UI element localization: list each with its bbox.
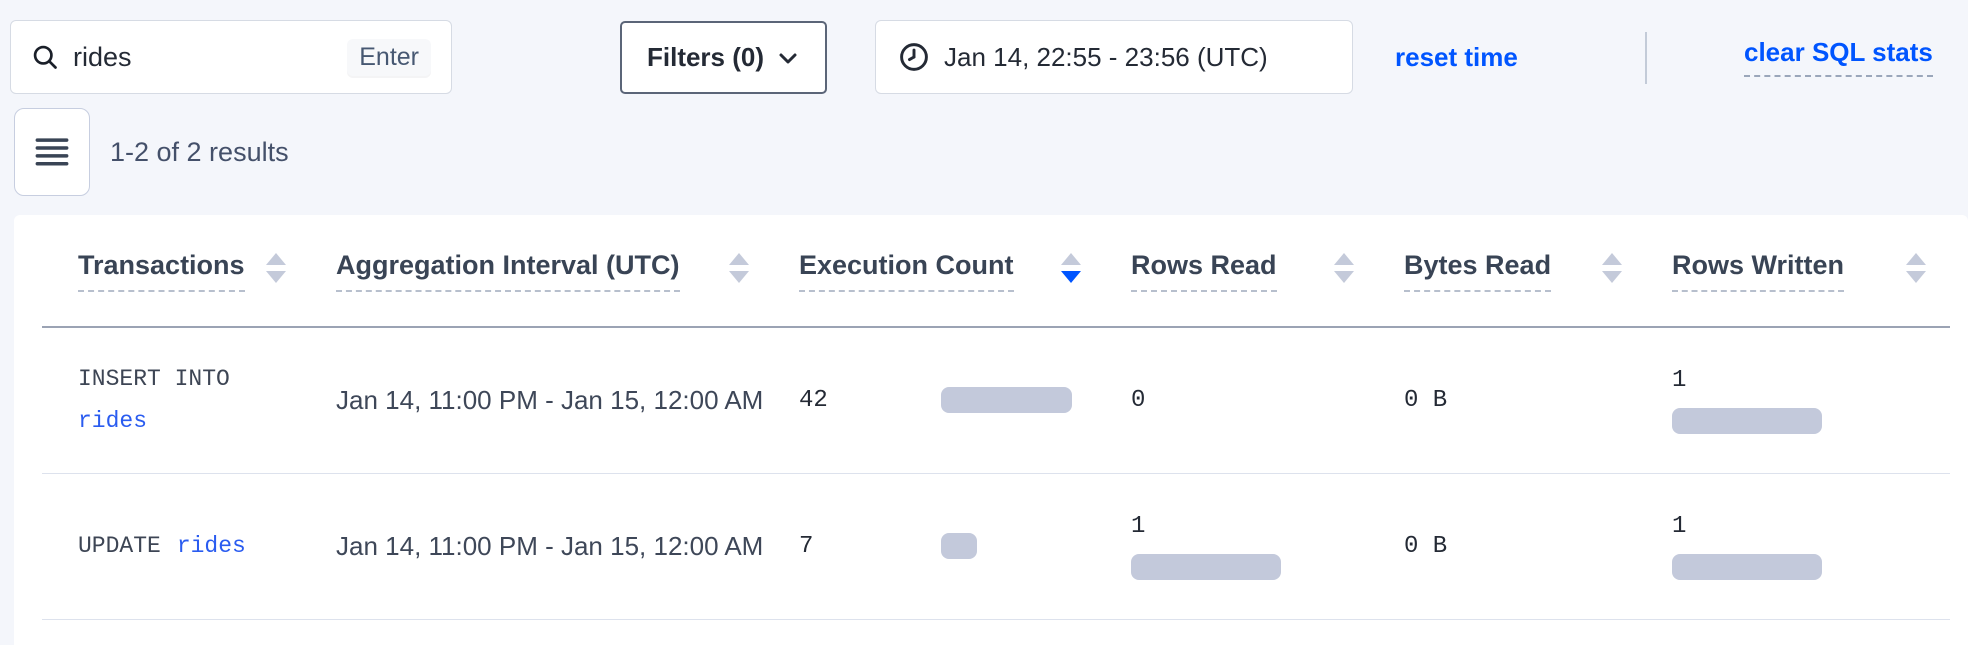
rows-read-cell: 0 — [1131, 387, 1404, 414]
column-header[interactable]: Bytes Read — [1404, 215, 1672, 328]
aggregation-interval-value: Jan 14, 11:00 PM - Jan 15, 12:00 AM — [336, 531, 764, 561]
sort-desc-icon — [266, 270, 286, 283]
rows-read-bar — [1131, 553, 1281, 580]
transaction-row[interactable]: INSERT INTO rides Jan 14, 11:00 PM - Jan … — [42, 327, 1950, 474]
statement-table-link[interactable]: rides — [78, 408, 148, 435]
toolbar: Enter Filters (0) Jan 14, 22:55 - 23:56 … — [0, 0, 1968, 215]
transaction-statement: UPDATE rides — [78, 531, 336, 561]
search-box[interactable]: Enter — [10, 20, 452, 94]
execution-count-bar — [941, 387, 1072, 414]
column-header[interactable]: Rows Written — [1672, 215, 1950, 328]
sort-arrows-icon[interactable] — [1334, 252, 1354, 283]
transaction-row[interactable]: UPDATE rides Jan 14, 11:00 PM - Jan 15, 1… — [42, 473, 1950, 620]
bytes-read-cell: 0 B — [1404, 533, 1672, 560]
sort-arrows-icon[interactable] — [1906, 252, 1926, 283]
rows-written-value: 1 — [1672, 366, 1687, 394]
sort-desc-icon — [1061, 270, 1081, 283]
search-input[interactable] — [73, 41, 348, 73]
filters-button[interactable]: Filters (0) — [620, 21, 827, 94]
execution-count-value: 7 — [799, 532, 814, 560]
aggregation-interval-value: Jan 14, 11:00 PM - Jan 15, 12:00 AM — [336, 385, 764, 416]
sort-arrows-icon[interactable] — [1061, 252, 1081, 283]
execution-count-bar — [941, 533, 977, 559]
column-header[interactable]: Execution Count — [799, 215, 1131, 328]
table-header-row: Transactions Aggregation Interval (UTC) … — [42, 215, 1950, 328]
execution-count-value: 42 — [799, 386, 828, 414]
rows-read-cell: 1 — [1131, 513, 1404, 580]
sort-asc-icon — [729, 252, 749, 265]
sort-desc-icon — [729, 270, 749, 283]
column-header[interactable]: Aggregation Interval (UTC) — [336, 215, 799, 328]
filters-button-label: Filters (0) — [646, 42, 765, 72]
column-header-label: Transactions — [78, 250, 245, 292]
statement-keyword: UPDATE — [78, 533, 161, 559]
execution-count-cell: 7 — [799, 533, 1131, 560]
results-count: 1-2 of 2 results — [110, 136, 289, 167]
chevron-down-icon — [779, 53, 797, 63]
sort-arrows-icon[interactable] — [266, 252, 286, 283]
rows-read-value: 1 — [1131, 512, 1146, 540]
column-header-label: Rows Written — [1672, 250, 1845, 292]
sort-arrows-icon[interactable] — [729, 252, 749, 283]
clear-sql-stats-label: clear SQL stats — [1744, 37, 1933, 77]
sort-asc-icon — [1334, 252, 1354, 265]
column-header-label: Bytes Read — [1404, 250, 1552, 292]
enter-key-hint: Enter — [347, 38, 431, 76]
execution-count-cell: 42 — [799, 387, 1131, 414]
sort-asc-icon — [1906, 252, 1926, 265]
reset-time-link[interactable]: reset time — [1395, 0, 1518, 114]
transactions-table: Transactions Aggregation Interval (UTC) … — [42, 215, 1950, 620]
results-row: 1-2 of 2 results — [0, 96, 1968, 215]
statement-keyword: INSERT INTO — [78, 366, 230, 393]
bytes-read-value: 0 B — [1404, 532, 1448, 560]
sort-asc-icon — [1061, 252, 1081, 265]
sort-arrows-icon[interactable] — [1602, 252, 1622, 283]
column-header[interactable]: Rows Read — [1131, 215, 1404, 328]
rows-written-cell: 1 — [1672, 513, 1950, 580]
transactions-table-card: Transactions Aggregation Interval (UTC) … — [14, 215, 1968, 645]
sort-asc-icon — [266, 252, 286, 265]
column-header-label: Aggregation Interval (UTC) — [336, 250, 680, 292]
rows-written-cell: 1 — [1672, 367, 1950, 434]
time-range-label: Jan 14, 22:55 - 23:56 (UTC) — [944, 41, 1268, 72]
sort-desc-icon — [1334, 270, 1354, 283]
reset-time-label: reset time — [1395, 41, 1518, 72]
transaction-statement: INSERT INTO rides — [78, 364, 336, 436]
rows-written-bar — [1672, 553, 1822, 580]
column-header-label: Rows Read — [1131, 250, 1277, 292]
toolbar-divider — [1645, 32, 1647, 84]
rows-written-value: 1 — [1672, 512, 1687, 540]
menu-lines-icon — [35, 138, 69, 166]
rows-written-bar — [1672, 407, 1822, 434]
column-header-label: Execution Count — [799, 250, 1014, 292]
sort-desc-icon — [1602, 270, 1622, 283]
clock-icon — [900, 43, 928, 71]
sort-desc-icon — [1906, 270, 1926, 283]
rows-read-value: 0 — [1131, 386, 1146, 414]
statement-table-link[interactable]: rides — [176, 533, 246, 559]
column-header[interactable]: Transactions — [42, 215, 336, 328]
bytes-read-value: 0 B — [1404, 386, 1448, 414]
clear-sql-stats-link[interactable]: clear SQL stats — [1744, 0, 1933, 114]
bytes-read-cell: 0 B — [1404, 387, 1672, 414]
column-selector-button[interactable] — [14, 108, 90, 196]
sort-asc-icon — [1602, 252, 1622, 265]
search-icon — [33, 45, 57, 69]
time-range-selector[interactable]: Jan 14, 22:55 - 23:56 (UTC) — [875, 20, 1353, 94]
